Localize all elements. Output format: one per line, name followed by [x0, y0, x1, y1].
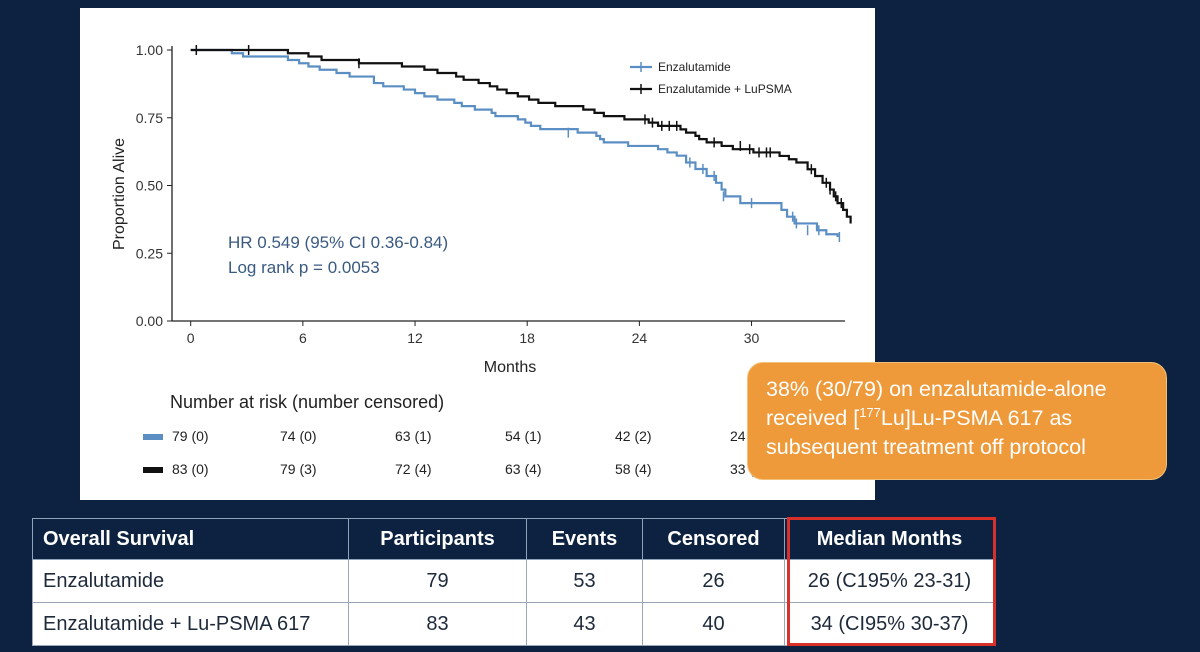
risk-value: 63 (4)	[505, 461, 542, 477]
legend-label: Enzalutamide + LuPSMA	[658, 82, 792, 96]
y-tick-label: 0.75	[136, 110, 163, 126]
legend-label: Enzalutamide	[658, 60, 731, 74]
median-cell: 26 (C195% 23-31)	[784, 559, 995, 603]
risk-value: 54 (1)	[505, 428, 542, 444]
risk-value: 79 (3)	[280, 461, 317, 477]
censored-cell: 40	[642, 602, 785, 646]
risk-swatch	[143, 467, 163, 473]
header-events: Events	[526, 518, 643, 560]
risk-value: 79 (0)	[172, 428, 209, 444]
table-header-row: Overall Survival Participants Events Cen…	[32, 518, 995, 560]
overall-survival-table: Overall Survival Participants Events Cen…	[32, 518, 995, 646]
events-cell: 43	[526, 602, 643, 646]
header-censored: Censored	[642, 518, 785, 560]
risk-value: 72 (4)	[395, 461, 432, 477]
median-highlight-box	[787, 517, 996, 646]
participants-cell: 83	[348, 602, 527, 646]
x-tick-label: 0	[187, 330, 195, 346]
x-tick-label: 12	[407, 330, 423, 346]
header-median-months: Median Months	[784, 518, 995, 560]
table-row: Enzalutamide 79 53 26 26 (C195% 23-31)	[32, 559, 995, 603]
x-tick-label: 24	[632, 330, 648, 346]
y-tick-label: 0.50	[136, 178, 163, 194]
km-chart: 0 6 12 18 24 30 0.00 0.25 0.50 0.75 1.00 Enzalutam…	[111, 42, 852, 477]
risk-value: 74 (0)	[280, 428, 317, 444]
callout-line-3: subsequent treatment off protocol	[766, 435, 1086, 459]
risk-value: 42 (2)	[615, 428, 652, 444]
x-axis-label: Months	[484, 359, 536, 376]
y-tick-label: 0.25	[136, 245, 163, 261]
callout-superscript: 177	[859, 404, 881, 420]
header-overall-survival: Overall Survival	[32, 518, 349, 560]
median-cell: 34 (CI95% 30-37)	[784, 602, 995, 646]
table-row: Enzalutamide + Lu-PSMA 617 83 43 40 34 (…	[32, 602, 995, 646]
km-chart-panel: 0 6 12 18 24 30 0.00 0.25 0.50 0.75 1.00 Enzalutam…	[80, 8, 875, 500]
risk-value: 58 (4)	[615, 461, 652, 477]
events-cell: 53	[526, 559, 643, 603]
row-label: Enzalutamide + Lu-PSMA 617	[32, 602, 349, 646]
y-axis-label: Proportion Alive	[111, 138, 128, 250]
callout-line-2-suffix: Lu]Lu-PSMA 617 as	[880, 406, 1073, 430]
y-tick-label: 1.00	[136, 42, 163, 58]
x-tick-label: 30	[744, 330, 760, 346]
risk-swatch	[143, 434, 163, 440]
row-label: Enzalutamide	[32, 559, 349, 603]
header-participants: Participants	[348, 518, 527, 560]
participants-cell: 79	[348, 559, 527, 603]
x-tick-label: 18	[519, 330, 535, 346]
logrank-annotation: Log rank p = 0.0053	[228, 258, 380, 277]
callout-line-1: 38% (30/79) on enzalutamide-alone	[766, 377, 1107, 401]
risk-value: 24	[730, 428, 746, 444]
callout-note: 38% (30/79) on enzalutamide-alone receiv…	[747, 362, 1167, 480]
censored-cell: 26	[642, 559, 785, 603]
risk-value: 63 (1)	[395, 428, 432, 444]
callout-line-2-prefix: received [	[766, 406, 860, 430]
y-tick-label: 0.00	[136, 313, 163, 329]
hr-annotation: HR 0.549 (95% CI 0.36-0.84)	[228, 233, 448, 252]
series-line-enzalutamide-lupsma	[190, 48, 852, 224]
risk-value: 83 (0)	[172, 461, 209, 477]
callout-line-2: received [177Lu]Lu-PSMA 617 as	[766, 404, 1148, 433]
x-tick-label: 6	[299, 330, 307, 346]
risk-table-title: Number at risk (number censored)	[170, 392, 444, 412]
series-line-enzalutamide	[190, 48, 839, 237]
